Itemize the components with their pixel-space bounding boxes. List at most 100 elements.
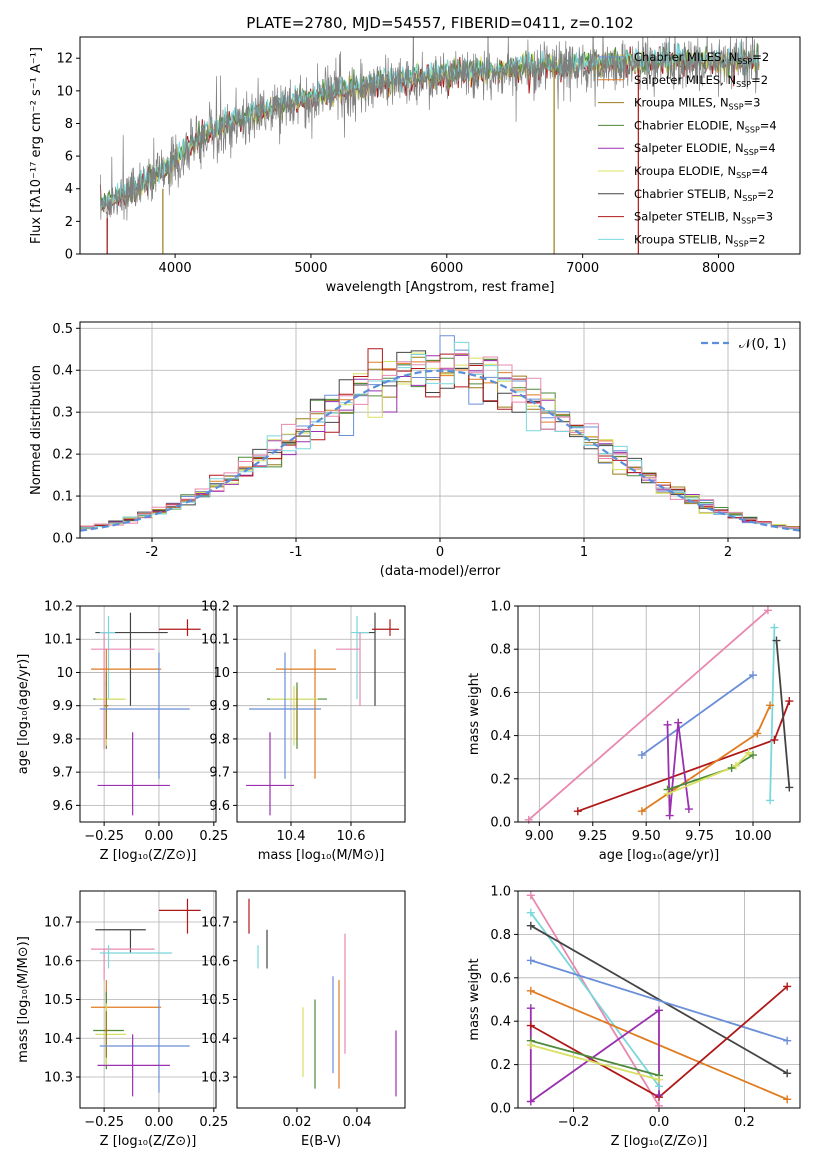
plus-marker: [766, 796, 775, 805]
plus-marker: [526, 908, 535, 917]
plus-marker: [526, 1004, 535, 1013]
x-tick-label: 0.25: [199, 1115, 228, 1130]
y-tick-label: 10.6: [201, 954, 230, 969]
legend-label: Chabrier ELODIE, N: [634, 118, 745, 132]
x-tick-label: 0.04: [343, 1115, 372, 1130]
x-axis-label: wavelength [Angstrom, rest frame]: [326, 280, 555, 295]
series-line: [530, 912, 660, 1087]
legend-entry: 𝒩(0, 1): [739, 337, 786, 352]
x-tick-label: 9.00: [525, 829, 554, 844]
y-axis-label: mass weight: [467, 673, 482, 755]
legend-subscript: SSP: [729, 103, 744, 112]
y-axis-label: Flux [fλ10⁻¹⁷ erg cm⁻² s⁻¹ A⁻¹]: [29, 47, 44, 244]
y-tick-label: 0.0: [52, 532, 73, 547]
legend-subscript: SSP: [736, 171, 751, 180]
legend-label: Kroupa ELODIE, N: [634, 164, 736, 178]
y-tick-label: 10.2: [44, 600, 73, 615]
plus-marker: [526, 921, 535, 930]
legend-subscript: SSP: [745, 125, 760, 134]
y-tick-label: 9.7: [209, 766, 230, 781]
plus-marker: [526, 1041, 535, 1050]
y-tick-label: 2: [65, 215, 73, 230]
plus-marker: [524, 815, 533, 824]
x-axis-label: (data-model)/error: [380, 564, 501, 579]
axes-frame: [79, 605, 217, 823]
plus-marker: [637, 751, 646, 760]
axes-frame: [236, 605, 406, 823]
legend-tail: =2: [749, 232, 766, 246]
y-tick-label: 0.4: [490, 729, 511, 744]
x-tick-label: 0.00: [144, 1115, 173, 1130]
plus-marker: [783, 1095, 792, 1104]
y-tick-label: 0.2: [490, 1058, 511, 1073]
y-tick-label: 9.9: [209, 699, 230, 714]
series-line: [769, 627, 776, 801]
histogram-pink: [80, 353, 800, 529]
weight-lines: [528, 609, 791, 821]
axes-frame: [517, 605, 801, 823]
plus-marker: [663, 789, 672, 798]
legend-label: Kroupa STELIB, N: [634, 232, 734, 246]
plus-marker: [526, 1097, 535, 1106]
x-tick-label: 4000: [159, 261, 192, 276]
plus-marker: [655, 1006, 663, 1015]
plus-marker: [772, 636, 781, 645]
y-axis-label: Normed distribution: [29, 365, 44, 495]
model-spectrum-krou_stelib: [99, 41, 760, 211]
plus-marker: [684, 805, 693, 814]
series-line: [530, 1044, 660, 1081]
series-line: [667, 754, 754, 791]
series-line: [775, 640, 791, 788]
y-tick-label: 0.5: [52, 322, 73, 337]
y-tick-label: 9.7: [52, 766, 73, 781]
plus-marker: [674, 718, 683, 727]
y-tick-label: 0.8: [490, 928, 511, 943]
y-tick-label: 4: [65, 182, 73, 197]
x-tick-label: −0.2: [558, 1115, 590, 1130]
plus-marker: [770, 623, 779, 632]
observed-spectrum: [100, 37, 760, 254]
y-tick-label: 0.3: [52, 406, 73, 421]
legend-entry: Salpeter MILES, NSSP=2: [634, 73, 768, 89]
histogram-chab_miles: [80, 335, 800, 529]
plus-marker: [783, 982, 792, 991]
x-axis-label: age [log₁₀(age/yr)]: [599, 848, 720, 863]
y-axis-label: age [log₁₀(age/yr)]: [16, 654, 31, 775]
plus-marker: [749, 751, 757, 760]
plus-marker: [665, 811, 674, 820]
legend-subscript: SSP: [742, 194, 757, 203]
x-tick-label: 2: [724, 545, 732, 560]
series-line: [529, 1008, 660, 1104]
legend-label: Salpeter STELIB, N: [634, 210, 741, 224]
errorbars: [246, 612, 399, 816]
y-tick-label: 10.6: [44, 954, 73, 969]
legend-entry: Chabrier STELIB, NSSP=2: [634, 187, 774, 203]
x-tick-label: 6000: [430, 261, 463, 276]
x-tick-label: -2: [146, 545, 159, 560]
legend-tail: =2: [752, 50, 769, 64]
plus-marker: [766, 701, 775, 710]
errorbars: [90, 612, 201, 816]
legend-label: Salpeter ELODIE, N: [634, 141, 744, 155]
gaussian-curve: [80, 369, 800, 532]
x-tick-label: 0.0: [649, 1115, 670, 1130]
series-line: [666, 722, 690, 816]
legend-tail: =4: [760, 118, 777, 132]
y-tick-label: 0.2: [490, 772, 511, 787]
y-axis-label: mass weight: [467, 958, 482, 1040]
plus-marker: [785, 783, 794, 792]
legend-subscript: SSP: [736, 80, 751, 89]
y-tick-label: 10.1: [201, 633, 230, 648]
series-line: [641, 705, 771, 812]
y-tick-label: 10.7: [44, 916, 73, 931]
x-axis-label: E(B-V): [301, 1134, 341, 1149]
x-tick-label: 9.25: [578, 829, 607, 844]
plus-marker: [731, 761, 740, 770]
legend-entry: Kroupa STELIB, NSSP=2: [634, 232, 765, 248]
chart-title: PLATE=2780, MJD=54557, FIBERID=0411, z=0…: [246, 14, 633, 32]
plus-marker: [783, 1036, 792, 1045]
series-line: [530, 959, 788, 1042]
legend-tail: =4: [751, 164, 768, 178]
legend-label: Chabrier STELIB, N: [634, 187, 742, 201]
